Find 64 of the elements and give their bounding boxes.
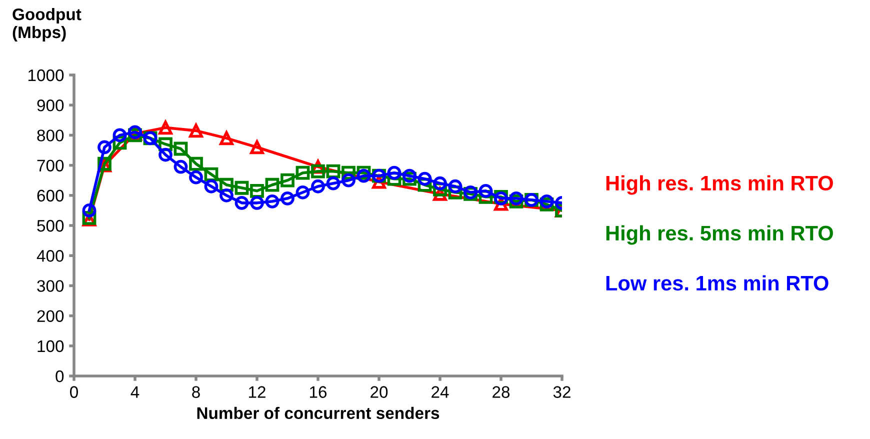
point <box>280 191 294 206</box>
y-tick-label: 500 <box>37 220 64 232</box>
point <box>234 196 249 210</box>
x-tick-label: 8 <box>192 386 200 398</box>
y-tick-label: 100 <box>38 340 64 352</box>
point <box>296 185 310 200</box>
point <box>250 196 264 210</box>
point <box>540 194 554 208</box>
text: High res. 1ms min RTO <box>606 175 833 195</box>
point <box>250 184 264 198</box>
x-tick-label: 4 <box>130 386 140 398</box>
point <box>356 168 371 183</box>
y-tick-label: 0 <box>56 370 64 382</box>
x-axis-title: Number of concurrent senders <box>197 406 440 420</box>
point <box>326 176 340 190</box>
y-tick-label: 400 <box>36 250 64 262</box>
x-tick-label: 16 <box>310 386 327 398</box>
point <box>265 194 280 208</box>
point <box>250 140 264 154</box>
point <box>402 168 416 183</box>
point <box>174 142 188 156</box>
y-tick-label: 600 <box>37 190 64 202</box>
x-tick-label: 24 <box>432 386 449 398</box>
y-tick-label: 300 <box>37 280 64 292</box>
point <box>158 120 172 135</box>
x-tick-label: 0 <box>70 386 78 398</box>
point <box>280 173 294 188</box>
point <box>189 156 203 171</box>
point <box>478 184 493 198</box>
series-label: High res. 5ms min RTO <box>606 225 833 245</box>
point <box>234 180 249 195</box>
point <box>265 178 280 192</box>
point <box>204 167 218 182</box>
point <box>342 173 356 188</box>
point <box>326 164 340 178</box>
x-tick-label: 20 <box>370 386 388 398</box>
point <box>433 176 447 190</box>
point <box>174 160 188 174</box>
x-tick-label: 32 <box>553 386 570 398</box>
point <box>82 204 96 218</box>
point <box>448 179 462 194</box>
text: Low res. 1ms min RTO <box>606 275 828 291</box>
point <box>189 124 203 138</box>
y-tick-label: 1000 <box>28 69 64 82</box>
point <box>220 188 234 202</box>
y-tick-label: 800 <box>37 130 64 142</box>
point <box>418 172 432 186</box>
x-tick-label: 28 <box>492 386 510 398</box>
point <box>311 179 325 194</box>
x-tick-label: 12 <box>249 386 266 398</box>
point <box>204 179 218 194</box>
point <box>296 166 310 180</box>
point <box>98 140 112 154</box>
point <box>509 191 524 206</box>
point <box>112 128 127 142</box>
point <box>387 166 402 180</box>
y-tick-label: 700 <box>37 160 64 172</box>
y-axis-title: Goodput (Mbps) <box>12 8 82 42</box>
point <box>220 131 234 146</box>
point <box>311 164 325 178</box>
y-tick-label: 200 <box>37 310 64 322</box>
y-tick-label: 900 <box>37 100 64 112</box>
point <box>189 170 203 184</box>
point <box>158 148 172 162</box>
